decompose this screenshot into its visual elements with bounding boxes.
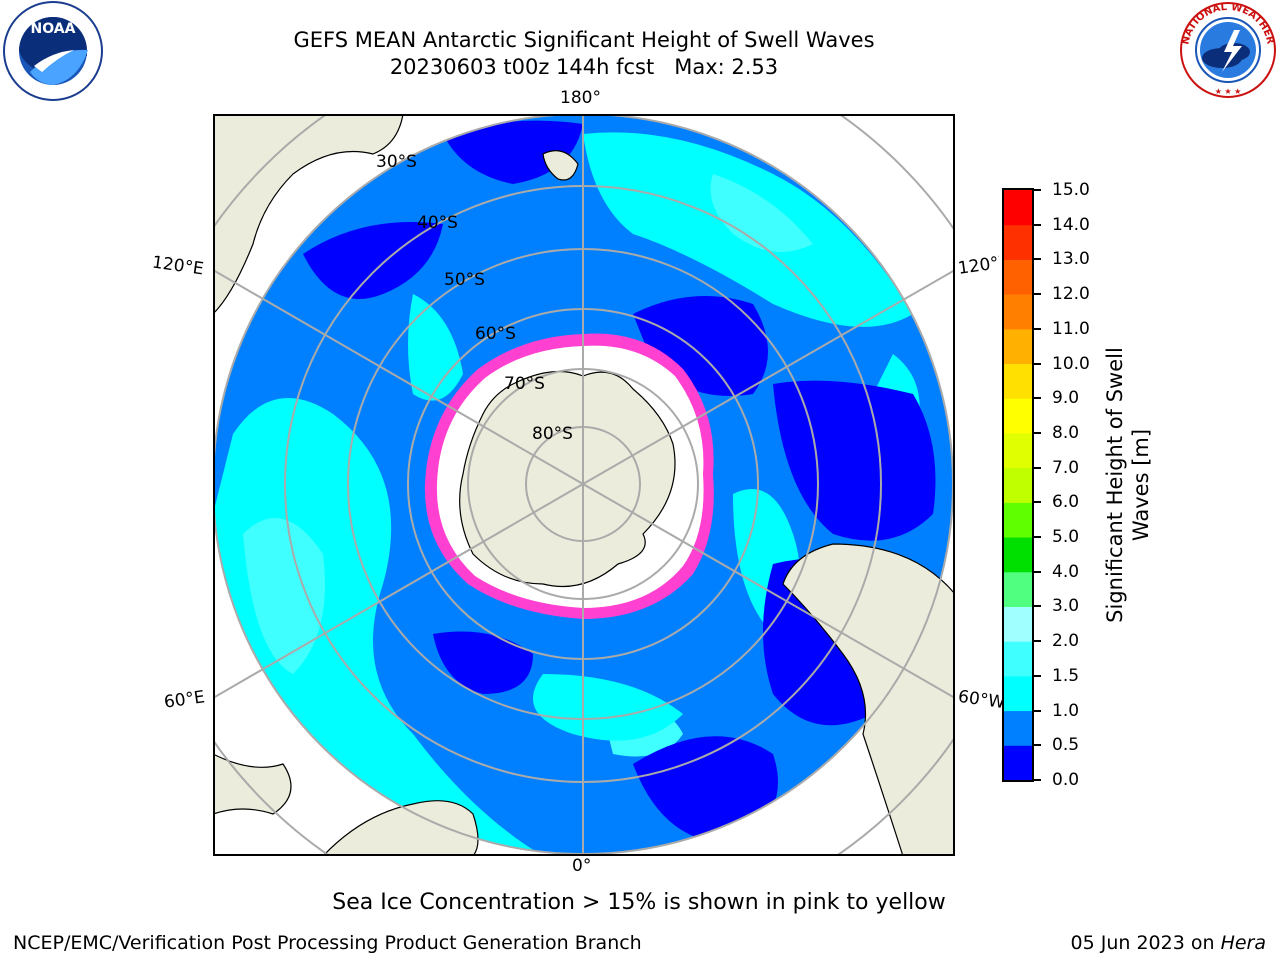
lon-label-60e: 60°E — [162, 687, 207, 713]
colorbar-tick-mark — [1034, 397, 1041, 400]
madagascar-landmass — [213, 753, 292, 815]
lat-label-60s: 60°S — [475, 324, 516, 344]
colorbar-segment — [1004, 432, 1032, 469]
colorbar-segment — [1004, 641, 1032, 677]
new-zealand-landmass — [542, 150, 579, 181]
colorbar-tick-label: 9.0 — [1052, 388, 1080, 409]
svg-text:★ ★ ★: ★ ★ ★ — [1215, 87, 1242, 96]
colorbar-segment — [1004, 606, 1032, 642]
colorbar-tick-label: 10.0 — [1052, 353, 1090, 374]
lon-label-60w: 60°W — [956, 686, 1007, 714]
colorbar-tick-label: 1.0 — [1052, 700, 1080, 721]
nws-logo: NATIONAL WEATHER SERVICE ★ ★ ★ — [1176, 0, 1276, 98]
colorbar-tick-label: 5.0 — [1052, 527, 1080, 548]
lat-label-40s: 40°S — [417, 213, 458, 233]
colorbar-tick-mark — [1034, 431, 1041, 434]
colorbar-tick-mark — [1034, 293, 1041, 296]
colorbar-tick-mark — [1034, 536, 1041, 539]
footer-date: 05 Jun 2023 on Hera — [1071, 932, 1266, 954]
lat-label-50s: 50°S — [444, 270, 485, 290]
sea-ice-note: Sea Ice Concentration > 15% is shown in … — [332, 890, 946, 915]
colorbar-tick-mark — [1034, 640, 1041, 643]
noaa-logo-text: NOAA — [31, 21, 76, 37]
colorbar-tick-label: 13.0 — [1052, 249, 1090, 270]
colorbar-tick-label: 11.0 — [1052, 318, 1090, 339]
australia-landmass — [213, 114, 404, 315]
footer-credit: NCEP/EMC/Verification Post Processing Pr… — [13, 932, 642, 954]
colorbar-tick-label: 2.0 — [1052, 631, 1080, 652]
colorbar-segment — [1004, 745, 1032, 781]
colorbar-tick-label: 15.0 — [1052, 180, 1090, 200]
colorbar-tick-mark — [1034, 223, 1041, 226]
south-america-landmass — [782, 543, 955, 856]
lon-label-120w: 120°W — [956, 253, 1002, 279]
colorbar-segment — [1004, 710, 1032, 746]
colorbar-tick-label: 8.0 — [1052, 422, 1080, 443]
colorbar-tick-label: 4.0 — [1052, 561, 1080, 582]
polar-map — [213, 114, 955, 856]
colorbar-tick-mark — [1034, 327, 1041, 330]
colorbar-segment — [1004, 571, 1032, 607]
colorbar-segment — [1004, 328, 1032, 365]
colorbar-tick-mark — [1034, 674, 1041, 677]
colorbar-segment — [1004, 502, 1032, 538]
colorbar-tick-label: 12.0 — [1052, 284, 1090, 305]
colorbar-tick-mark — [1034, 744, 1041, 747]
colorbar-label: Significant Height of Swell Waves [m] — [1103, 347, 1153, 623]
colorbar-segment — [1004, 190, 1032, 226]
map-title: GEFS MEAN Antarctic Significant Height o… — [293, 28, 875, 52]
lat-label-70s: 70°S — [504, 374, 545, 394]
colorbar-tick-label: 7.0 — [1052, 457, 1080, 478]
colorbar-segment — [1004, 675, 1032, 712]
colorbar-tick-mark — [1034, 779, 1041, 781]
colorbar-tick-mark — [1034, 605, 1041, 608]
colorbar-tick-label: 6.0 — [1052, 492, 1080, 513]
colorbar-tick-label: 14.0 — [1052, 214, 1090, 235]
lon-label-0: 0° — [572, 856, 592, 876]
colorbar-tick-mark — [1034, 362, 1041, 365]
colorbar-segment — [1004, 398, 1032, 434]
colorbar-tick-label: 0.5 — [1052, 735, 1080, 756]
colorbar-tick-mark — [1034, 709, 1041, 712]
colorbar — [1002, 188, 1034, 782]
colorbar-segment — [1004, 537, 1032, 573]
colorbar-tick-label: 3.0 — [1052, 596, 1080, 617]
footer-host: Hera — [1220, 932, 1266, 954]
colorbar-tick-label: 0.0 — [1052, 770, 1080, 790]
colorbar-segment — [1004, 294, 1032, 330]
map-subtitle: 20230603 t00z 144h fcst Max: 2.53 — [389, 55, 779, 79]
africa-landmass — [322, 800, 479, 856]
colorbar-tick-mark — [1034, 501, 1041, 504]
colorbar-tick-mark — [1034, 570, 1041, 573]
colorbar-segment — [1004, 467, 1032, 503]
colorbar-tick-mark — [1034, 189, 1041, 191]
lat-label-30s: 30°S — [376, 152, 417, 172]
colorbar-segment — [1004, 224, 1032, 260]
footer-date-text: 05 Jun 2023 on — [1070, 932, 1221, 954]
lon-label-180: 180° — [560, 88, 601, 108]
noaa-logo: NOAA — [3, 1, 103, 101]
map-frame — [213, 114, 955, 856]
lon-label-120e: 120°E — [150, 252, 205, 280]
colorbar-segment — [1004, 363, 1032, 399]
colorbar-segment — [1004, 259, 1032, 295]
colorbar-tick-mark — [1034, 466, 1041, 469]
colorbar-tick-mark — [1034, 258, 1041, 261]
lat-label-80s: 80°S — [532, 424, 573, 444]
colorbar-tick-label: 1.5 — [1052, 665, 1080, 686]
